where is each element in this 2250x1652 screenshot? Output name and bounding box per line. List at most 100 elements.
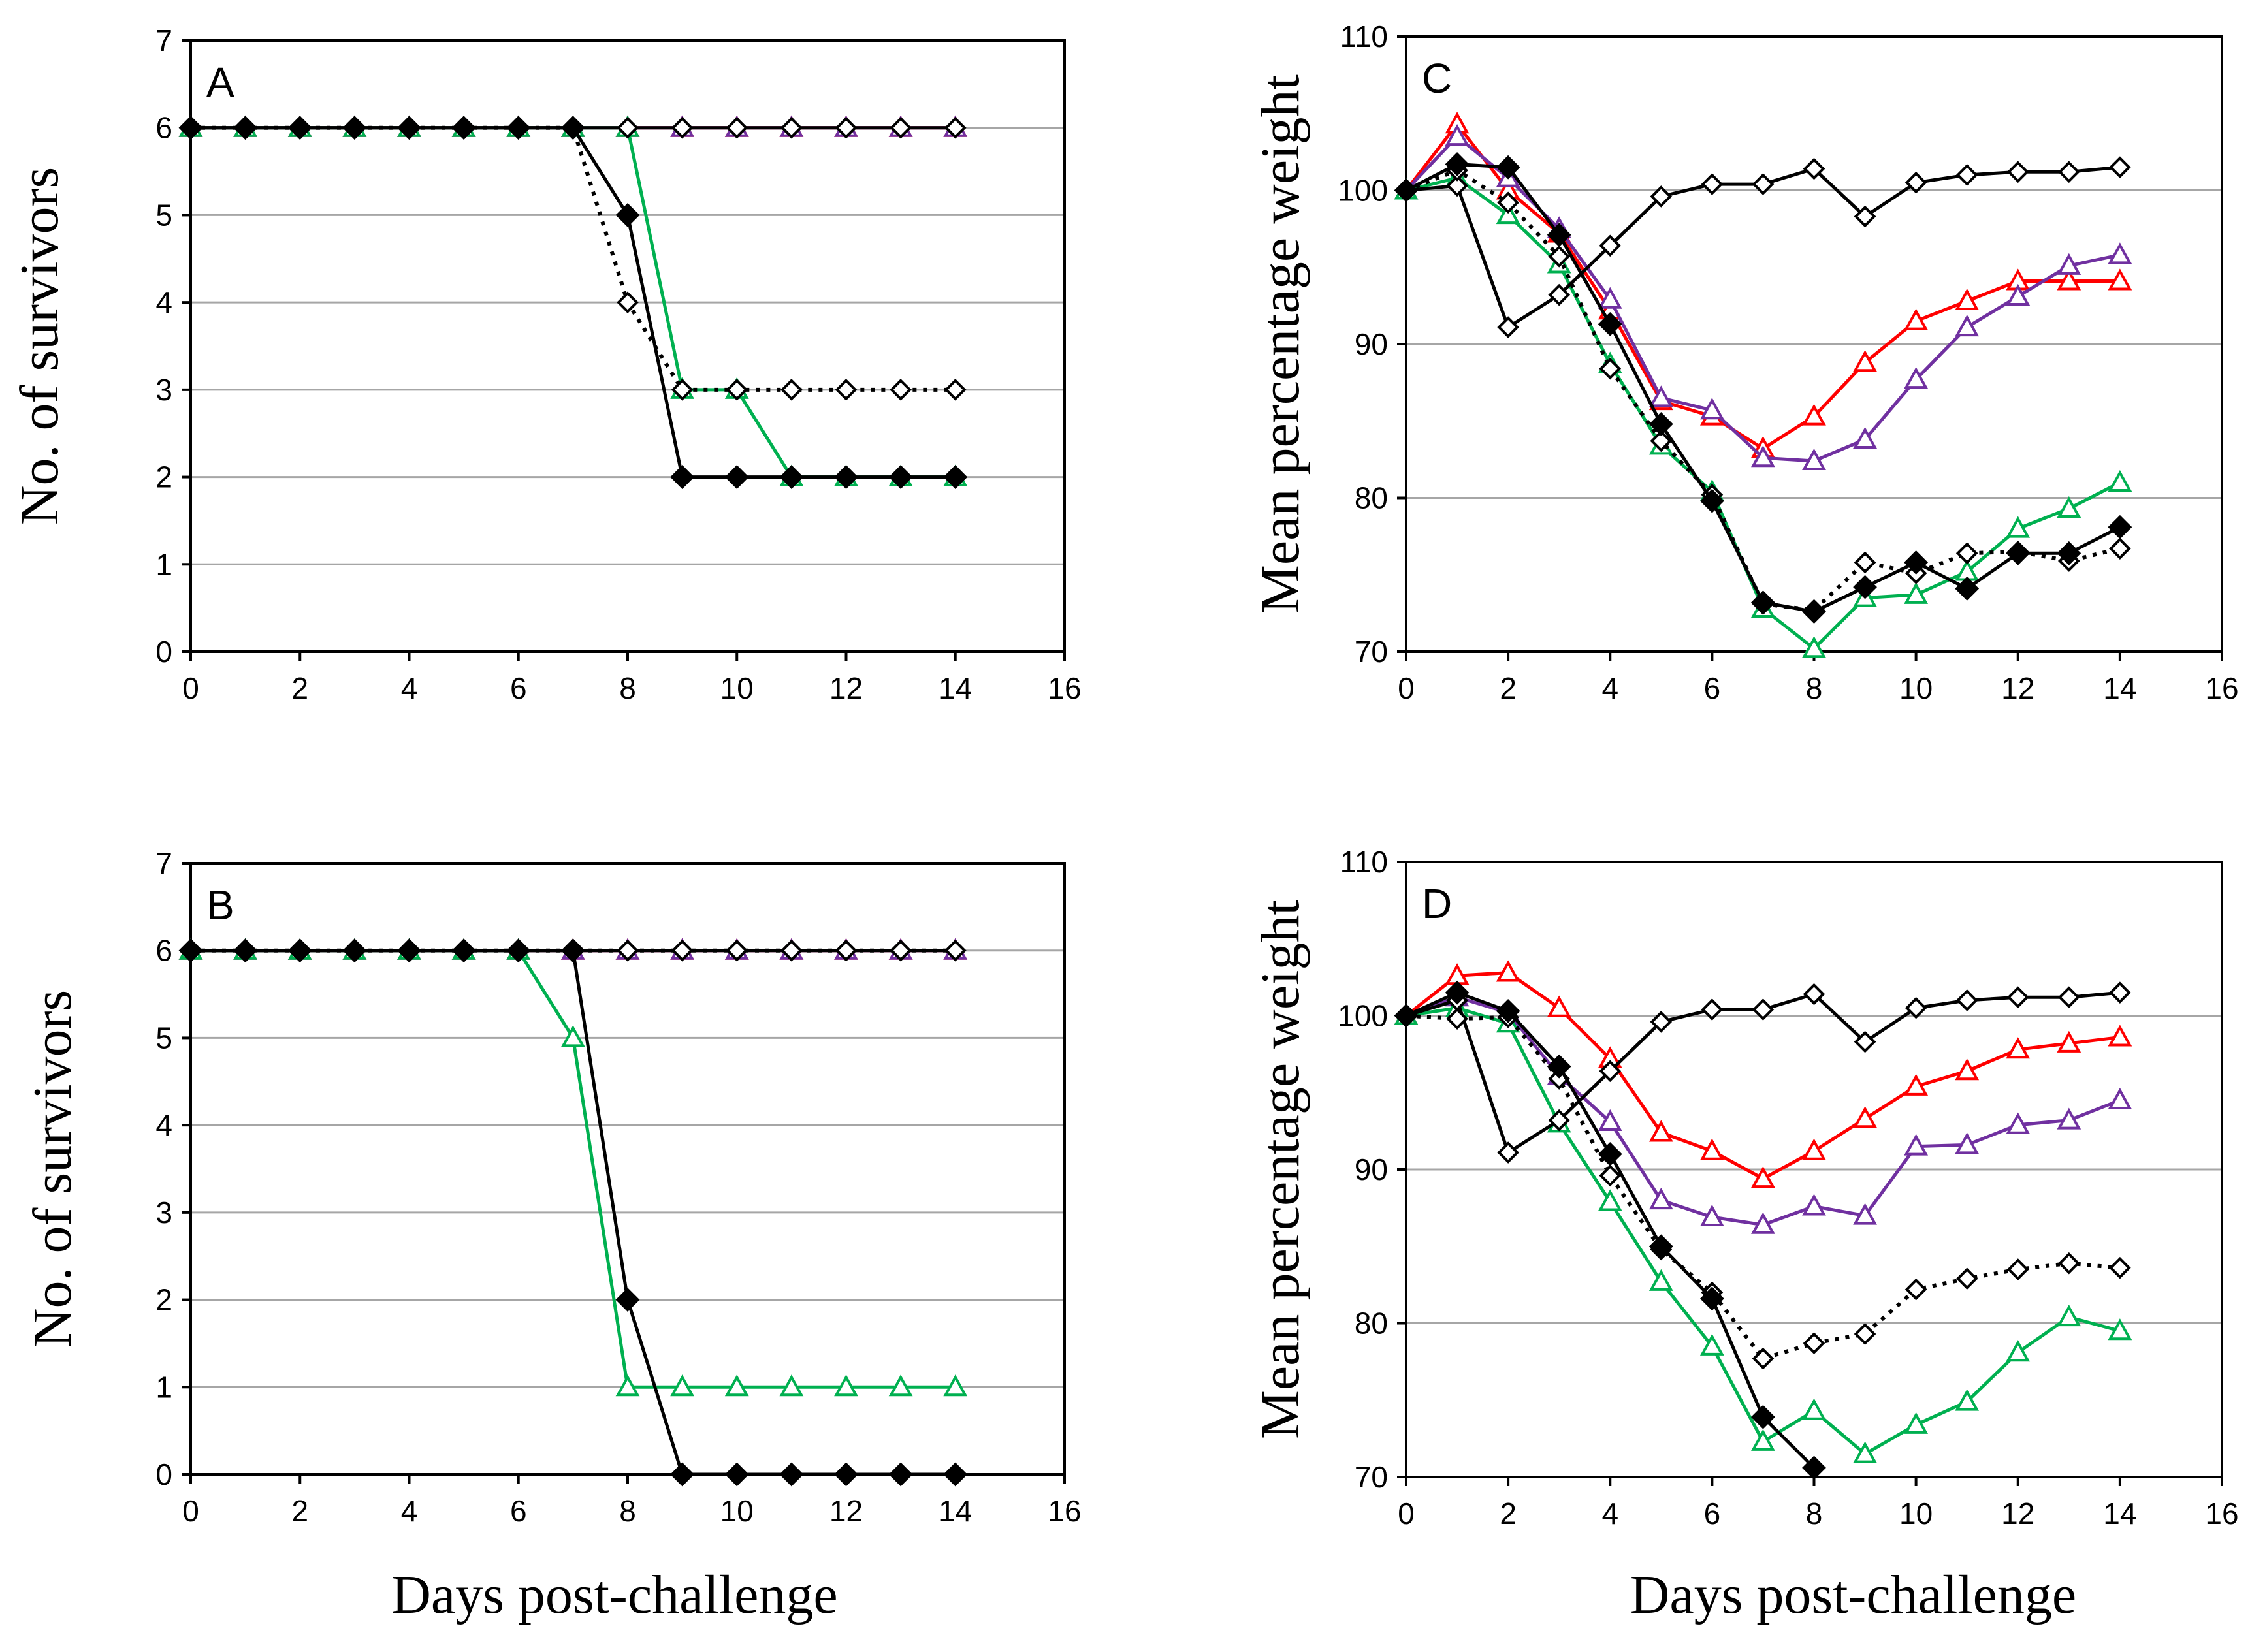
data-point-black-filled-diamonds-day-1 — [233, 116, 258, 140]
data-point-black-open-diamonds-dotted-day-9 — [671, 379, 694, 401]
data-point-black-open-diamonds-dotted-day-10 — [726, 379, 748, 401]
y-tick-label: 1 — [155, 1370, 172, 1404]
x-tick-label: 6 — [1704, 1497, 1721, 1531]
data-point-black-open-diamonds-solid-day-7 — [1752, 998, 1775, 1021]
y-tick-label: 6 — [155, 934, 172, 968]
series-black-filled-diamonds — [178, 116, 968, 489]
data-point-black-open-diamonds-solid-day-12 — [835, 116, 858, 139]
data-point-green-triangles-day-11 — [779, 1374, 804, 1397]
x-tick-label: 6 — [510, 1494, 527, 1528]
y-tick-label: 4 — [155, 1108, 172, 1142]
data-point-black-open-diamonds-solid-day-11 — [1955, 989, 1978, 1011]
data-point-red-triangles-day-13 — [2057, 1030, 2081, 1053]
x-tick-label: 6 — [510, 671, 527, 705]
data-point-purple-triangles-day-9 — [1853, 426, 1877, 449]
data-point-black-open-diamonds-solid-day-8 — [1803, 983, 1825, 1006]
data-point-red-triangles-day-10 — [1904, 308, 1929, 330]
data-point-black-open-diamonds-dotted-day-9 — [671, 939, 694, 962]
data-point-black-filled-diamonds-day-3 — [342, 116, 367, 140]
y-tick-label: 5 — [155, 198, 172, 232]
data-point-black-filled-diamonds-day-2 — [1496, 155, 1520, 180]
x-tick-label: 2 — [1500, 671, 1517, 705]
data-point-red-triangles-day-5 — [1648, 1120, 1673, 1142]
data-point-green-triangles-day-7 — [560, 1025, 585, 1047]
y-tick-label: 80 — [1355, 1307, 1388, 1341]
data-point-black-filled-diamonds-day-13 — [888, 465, 913, 489]
data-point-green-triangles-day-9 — [670, 1374, 695, 1397]
data-point-red-triangles-day-9 — [1853, 350, 1877, 372]
data-point-black-open-diamonds-solid-day-14 — [2109, 156, 2131, 179]
data-point-black-filled-diamonds-day-4 — [397, 938, 421, 963]
series-green-triangles — [178, 938, 968, 1397]
data-point-purple-triangles-day-8 — [1802, 1194, 1826, 1216]
data-point-green-triangles-day-12 — [2006, 516, 2031, 538]
data-point-black-open-diamonds-dotted-day-11 — [1955, 542, 1978, 565]
x-tick-label: 12 — [2001, 1497, 2034, 1531]
data-point-purple-triangles-day-8 — [1802, 448, 1826, 470]
data-point-black-open-diamonds-solid-day-11 — [780, 116, 803, 139]
x-tick-label: 14 — [939, 671, 972, 705]
data-point-green-triangles-day-14 — [943, 1374, 968, 1397]
data-point-red-triangles-day-7 — [1751, 1166, 1775, 1188]
data-point-purple-triangles-day-9 — [1853, 1203, 1877, 1225]
y-tick-label: 90 — [1355, 1152, 1388, 1186]
data-point-black-filled-diamonds-day-4 — [1598, 311, 1622, 336]
panel-letter: D — [1422, 880, 1452, 927]
data-point-purple-triangles-day-4 — [1598, 287, 1622, 309]
series-black-filled-diamonds — [1394, 980, 1826, 1480]
data-point-black-filled-diamonds-day-8 — [1802, 1455, 1826, 1480]
data-point-black-filled-diamonds-day-4 — [397, 116, 421, 140]
x-tick-label: 8 — [1806, 1497, 1823, 1531]
data-point-black-open-diamonds-dotted-day-10 — [726, 939, 748, 962]
x-tick-label: 8 — [619, 671, 636, 705]
data-point-black-filled-diamonds-day-0 — [1394, 1004, 1419, 1028]
data-point-red-triangles-day-14 — [2108, 268, 2132, 291]
series-line-black-open-diamonds-dotted — [1406, 1013, 2121, 1361]
data-point-black-open-diamonds-solid-day-11 — [1955, 164, 1978, 186]
data-point-black-filled-diamonds-day-6 — [506, 116, 531, 140]
x-tick-label: 12 — [829, 671, 863, 705]
x-tick-label: 2 — [1500, 1497, 1517, 1531]
data-point-purple-triangles-day-4 — [1598, 1109, 1622, 1131]
data-point-black-open-diamonds-dotted-day-13 — [2057, 1252, 2080, 1275]
data-point-black-filled-diamonds-day-14 — [943, 1462, 968, 1487]
data-point-green-triangles-day-10 — [1904, 582, 1929, 604]
data-point-purple-triangles-day-10 — [1904, 1134, 1929, 1156]
y-tick-label: 80 — [1355, 481, 1388, 515]
data-point-black-open-diamonds-dotted-day-1 — [1446, 1008, 1468, 1030]
data-point-purple-triangles-day-1 — [1445, 123, 1470, 146]
data-point-black-filled-diamonds-day-14 — [2108, 515, 2132, 539]
data-point-black-open-diamonds-solid-day-5 — [1650, 185, 1673, 208]
data-point-red-triangles-day-8 — [1802, 404, 1826, 426]
y-tick-label: 90 — [1355, 327, 1388, 361]
data-point-black-open-diamonds-dotted-day-3 — [1548, 245, 1571, 268]
data-point-black-filled-diamonds-day-14 — [943, 465, 968, 489]
data-point-black-open-diamonds-solid-day-4 — [1599, 234, 1622, 257]
data-point-black-open-diamonds-dotted-day-4 — [1599, 357, 1622, 380]
data-point-green-triangles-day-14 — [2108, 469, 2132, 492]
x-tick-label: 12 — [829, 1494, 863, 1528]
data-point-purple-triangles-day-13 — [2057, 1107, 2081, 1130]
data-point-black-filled-diamonds-day-0 — [178, 938, 203, 963]
data-point-black-open-diamonds-dotted-day-9 — [1854, 1323, 1876, 1345]
data-point-black-filled-diamonds-day-4 — [1598, 1142, 1622, 1166]
x-tick-label: 14 — [2103, 671, 2136, 705]
data-point-purple-triangles-day-11 — [1955, 1132, 1980, 1154]
data-point-black-filled-diamonds-day-13 — [888, 1462, 913, 1487]
data-point-black-filled-diamonds-day-3 — [1547, 223, 1571, 247]
data-point-black-filled-diamonds-day-6 — [1699, 488, 1724, 513]
data-point-black-filled-diamonds-day-7 — [1751, 1405, 1775, 1429]
data-point-black-open-diamonds-dotted-day-8 — [1803, 1332, 1825, 1354]
data-point-black-open-diamonds-solid-day-9 — [1854, 205, 1876, 228]
data-point-black-filled-diamonds-day-11 — [779, 1462, 804, 1487]
x-tick-label: 14 — [2103, 1497, 2136, 1531]
series-black-open-diamonds-dotted — [180, 116, 967, 401]
data-point-green-triangles-day-8 — [1802, 1398, 1826, 1420]
x-tick-label: 8 — [619, 1494, 636, 1528]
data-point-black-filled-diamonds-day-9 — [670, 465, 695, 489]
data-point-black-filled-diamonds-day-5 — [451, 938, 476, 963]
data-point-black-open-diamonds-dotted-day-8 — [617, 939, 639, 962]
data-point-red-triangles-day-6 — [1699, 1138, 1724, 1160]
x-tick-label: 16 — [1048, 671, 1081, 705]
